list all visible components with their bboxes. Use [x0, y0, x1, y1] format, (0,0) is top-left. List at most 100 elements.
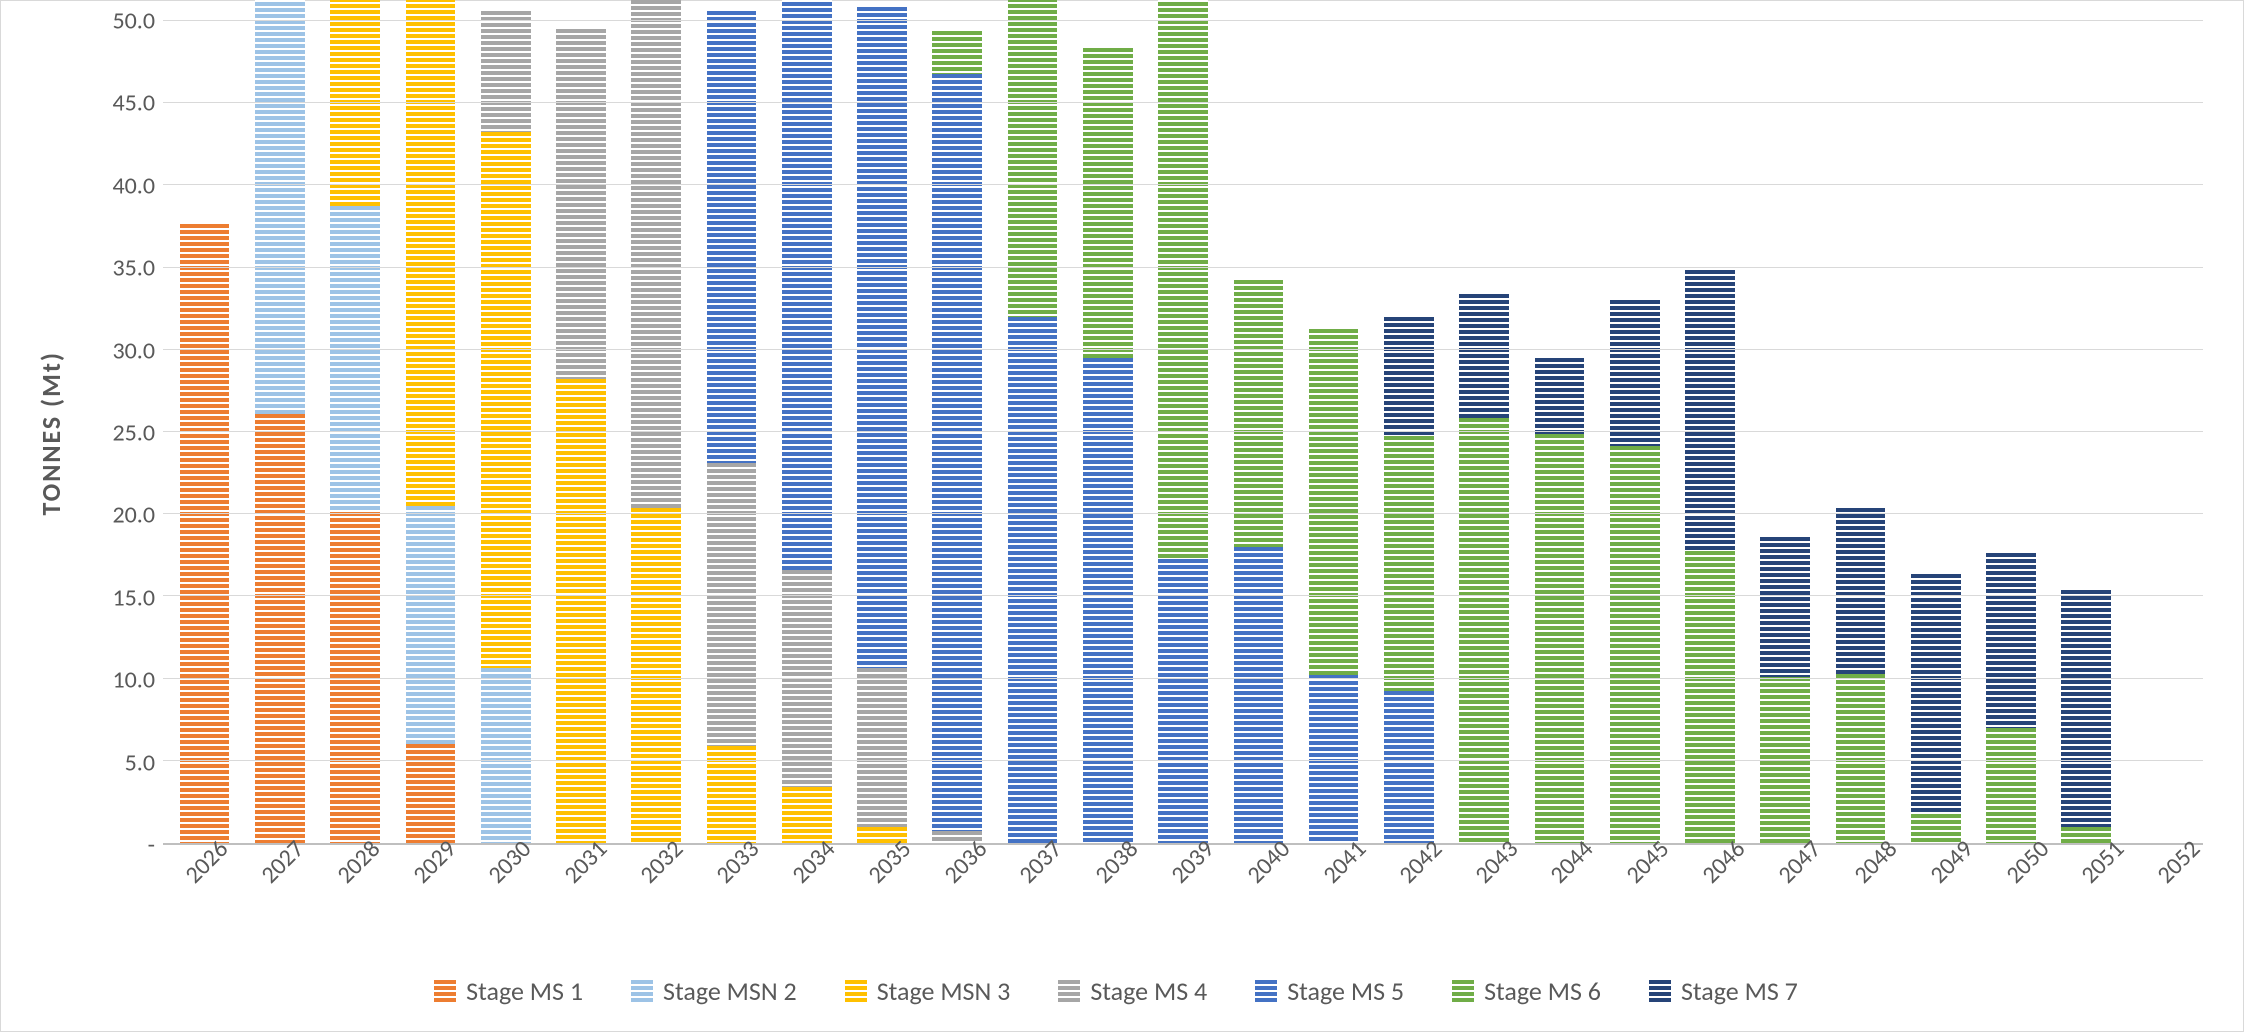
legend-swatch	[434, 980, 456, 1002]
bar-slot	[694, 21, 769, 843]
x-tick-label: 2041	[1289, 845, 1365, 965]
x-tick-label: 2036	[910, 845, 986, 965]
bar-segment	[1610, 446, 1660, 843]
gridline	[163, 760, 2203, 761]
bar-slot	[242, 21, 317, 843]
bar-slot	[1447, 21, 1522, 843]
bar-slot	[995, 21, 1070, 843]
bar-segment	[1384, 691, 1434, 843]
x-tick-label: 2048	[1820, 845, 1896, 965]
bar	[1384, 317, 1434, 843]
legend-item: Stage MS 5	[1255, 975, 1404, 1007]
bar	[857, 7, 907, 843]
bar	[1685, 270, 1735, 843]
bar-segment	[556, 379, 606, 843]
bar-segment	[707, 11, 757, 463]
x-tick-label: 2039	[1137, 845, 1213, 965]
legend-item: Stage MS 7	[1649, 975, 1798, 1007]
stacked-bar-chart: TONNES (Mt) -5.010.015.020.025.030.035.0…	[0, 0, 2244, 1032]
y-tick-label: 35.0	[112, 254, 155, 283]
y-tick-label: 30.0	[112, 336, 155, 365]
legend-swatch	[1649, 980, 1671, 1002]
bar	[782, 0, 832, 843]
legend-label: Stage MS 4	[1090, 975, 1207, 1007]
gridline	[163, 678, 2203, 679]
bar-segment	[481, 132, 531, 668]
bar	[481, 11, 531, 843]
bar-segment	[1836, 674, 1886, 843]
bar-slot	[920, 21, 995, 843]
bar	[1008, 0, 1058, 843]
bar-slot	[1221, 21, 1296, 843]
bar-segment	[1158, 0, 1208, 559]
bar	[180, 224, 230, 843]
legend-label: Stage MSN 3	[877, 975, 1011, 1007]
bar-slot	[393, 21, 468, 843]
bar-slot	[1973, 21, 2048, 843]
bar-segment	[1685, 270, 1735, 551]
chart-body: TONNES (Mt) -5.010.015.020.025.030.035.0…	[29, 21, 2203, 845]
y-tick-label: 10.0	[112, 666, 155, 695]
bar-segment	[1986, 728, 2036, 843]
legend-item: Stage MS 1	[434, 975, 583, 1007]
x-tick-label: 2027	[227, 845, 303, 965]
x-tick-label: 2034	[758, 845, 834, 965]
bar-segment	[1384, 436, 1434, 691]
legend-label: Stage MS 6	[1484, 975, 1601, 1007]
bar	[1234, 280, 1284, 843]
x-tick-label: 2045	[1592, 845, 1668, 965]
bar-slot	[468, 21, 543, 843]
bar-slot	[2124, 21, 2199, 843]
bar-segment	[1008, 317, 1058, 843]
y-axis-labels: -5.010.015.020.025.030.035.040.045.050.0	[73, 21, 163, 845]
bar-segment	[180, 224, 230, 843]
bar	[1158, 0, 1208, 843]
bar-segment	[932, 74, 982, 832]
bar-segment	[782, 787, 832, 843]
bar	[330, 0, 380, 843]
bar-segment	[1535, 358, 1585, 434]
x-tick-label: 2046	[1668, 845, 1744, 965]
bar-segment	[406, 744, 456, 843]
x-tick-label: 2050	[1972, 845, 2048, 965]
legend-label: Stage MS 7	[1681, 975, 1798, 1007]
legend-swatch	[1452, 980, 1474, 1002]
y-axis-title: TONNES (Mt)	[29, 351, 73, 516]
bar-segment	[1986, 553, 2036, 728]
legend-item: Stage MSN 2	[631, 975, 797, 1007]
bar-slot	[318, 21, 393, 843]
bar	[1083, 48, 1133, 843]
y-tick-label: 5.0	[125, 748, 155, 777]
legend: Stage MS 1 Stage MSN 2 Stage MSN 3 Stage MS…	[29, 965, 2203, 1007]
bar-segment	[1083, 48, 1133, 358]
gridline	[163, 102, 2203, 103]
legend-label: Stage MSN 2	[663, 975, 797, 1007]
gridline	[163, 431, 2203, 432]
bar-segment	[1309, 329, 1359, 676]
bar	[556, 29, 606, 843]
x-tick-label: 2035	[834, 845, 910, 965]
bar-slot	[1597, 21, 1672, 843]
bar	[631, 0, 681, 843]
bar-segment	[2061, 590, 2111, 828]
bar-segment	[1459, 294, 1509, 419]
y-tick-label: 45.0	[112, 89, 155, 118]
bar-slot	[1823, 21, 1898, 843]
legend-swatch	[845, 980, 867, 1002]
bar-segment	[631, 508, 681, 843]
legend-swatch	[1058, 980, 1080, 1002]
plot-area	[163, 21, 2203, 845]
x-tick-label: 2038	[1061, 845, 1137, 965]
bar-segment	[481, 11, 531, 132]
bar-slot	[543, 21, 618, 843]
x-tick-label: 2049	[1896, 845, 1972, 965]
bar	[255, 0, 305, 843]
x-tick-label: 2028	[303, 845, 379, 965]
x-axis-labels: 2026202720282029203020312032203320342035…	[147, 845, 2203, 965]
x-tick-label: 2047	[1744, 845, 1820, 965]
bar-slot	[1296, 21, 1371, 843]
x-tick-label: 2040	[1213, 845, 1289, 965]
bar-slot	[1748, 21, 1823, 843]
bars-container	[163, 21, 2203, 843]
bar-segment	[406, 506, 456, 744]
